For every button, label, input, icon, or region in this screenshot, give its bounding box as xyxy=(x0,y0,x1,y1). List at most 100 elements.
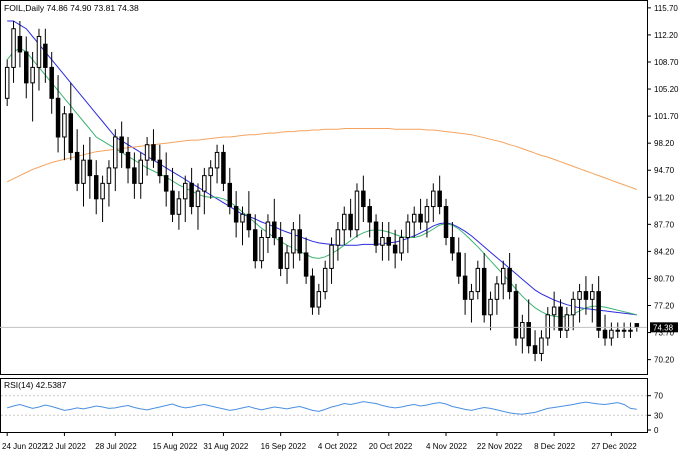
candle-body-down xyxy=(513,291,519,339)
candle-body-down xyxy=(418,213,423,223)
candle xyxy=(55,75,61,153)
candle-body-up xyxy=(195,190,201,208)
price-tick-label: 73.70 xyxy=(654,329,675,338)
candle xyxy=(272,198,277,246)
candle-body-up xyxy=(424,206,430,223)
candle-body-up xyxy=(138,159,143,184)
candle-body-up xyxy=(501,267,506,285)
candle xyxy=(252,214,258,269)
candle xyxy=(119,121,124,168)
candle-body-up xyxy=(176,198,182,215)
candle xyxy=(74,129,80,192)
candle-body-down xyxy=(68,113,74,153)
candle xyxy=(507,252,512,300)
price-tick-label: 108.70 xyxy=(654,58,679,67)
candle xyxy=(132,152,137,199)
candle xyxy=(106,160,112,207)
candle xyxy=(176,191,182,230)
candle xyxy=(157,144,163,184)
date-tick-label: 4 Oct 2022 xyxy=(318,442,358,451)
candle xyxy=(450,222,455,261)
candle xyxy=(227,167,233,215)
date-tick-label: 15 Aug 2022 xyxy=(153,442,198,451)
date-tick-label: 8 Dec 2022 xyxy=(534,442,575,451)
candle-body-down xyxy=(252,229,258,262)
candle xyxy=(615,322,620,338)
candle-body-up xyxy=(316,291,322,308)
candle-body-down xyxy=(348,213,353,231)
price-tick-label: 84.20 xyxy=(654,247,675,256)
candle xyxy=(278,222,283,277)
candle-body-up xyxy=(577,291,582,300)
candle-body-down xyxy=(386,236,392,246)
candle-body-down xyxy=(221,151,226,184)
candle-body-down xyxy=(602,329,608,339)
candle-body-up xyxy=(208,167,213,177)
date-tick-label: 20 Oct 2022 xyxy=(369,442,413,451)
candle xyxy=(62,106,67,161)
candle xyxy=(564,307,570,338)
candle-body-up xyxy=(539,337,544,354)
candle xyxy=(583,276,589,315)
candle-body-up xyxy=(30,66,35,84)
candle xyxy=(259,229,264,269)
candle xyxy=(392,229,398,269)
candle-body-up xyxy=(431,190,436,208)
candle-body-up xyxy=(284,252,290,269)
candle xyxy=(570,291,576,331)
candle-body-up xyxy=(265,221,271,238)
rsi-line xyxy=(7,401,637,415)
candle xyxy=(303,237,309,284)
candle-body-down xyxy=(17,35,23,53)
candle-body-up xyxy=(4,66,10,99)
candle-body-down xyxy=(596,291,601,331)
candle-body-down xyxy=(303,252,309,277)
candle xyxy=(405,214,411,253)
candle-body-down xyxy=(373,221,379,246)
candle-body-down xyxy=(558,306,563,331)
candle-body-up xyxy=(520,322,525,339)
candle xyxy=(367,198,372,238)
candle xyxy=(322,260,328,300)
candle xyxy=(539,330,544,362)
candle xyxy=(361,175,366,223)
candle-body-up xyxy=(354,190,360,231)
candle xyxy=(488,291,493,331)
candle-body-up xyxy=(62,113,67,138)
candle-body-down xyxy=(125,151,131,169)
candle-body-down xyxy=(278,236,283,269)
candle xyxy=(11,21,16,83)
last-price-tag: 74.38 xyxy=(650,322,678,333)
price-tick-label: 101.70 xyxy=(654,112,679,121)
ma-fast-line xyxy=(7,20,637,316)
ma-slow-line xyxy=(6,128,637,190)
main-panel: FOIL,Daily 74.86 74.90 73.81 74.38 115.7… xyxy=(0,0,679,375)
candle xyxy=(68,82,74,161)
candle xyxy=(36,28,42,91)
candle-body-down xyxy=(227,182,233,208)
candle-body-down xyxy=(456,252,461,277)
candle-body-up xyxy=(342,213,347,231)
candle xyxy=(208,160,213,199)
candle xyxy=(558,299,563,338)
candle xyxy=(609,322,614,346)
candle-body-down xyxy=(49,66,54,99)
candle xyxy=(297,214,302,261)
candle-body-down xyxy=(163,175,169,192)
candle xyxy=(469,283,474,323)
date-tick-label: 22 Nov 2022 xyxy=(477,442,523,451)
candle-body-down xyxy=(151,144,156,161)
candle-body-up xyxy=(621,329,627,332)
candle-body-up xyxy=(475,267,481,293)
date-tick-label: 4 Nov 2022 xyxy=(426,442,467,451)
candlesticks xyxy=(4,21,640,362)
candle-body-up xyxy=(291,229,296,254)
candle-body-down xyxy=(526,322,531,347)
candle xyxy=(443,198,449,246)
candle-body-up xyxy=(551,306,557,316)
candle xyxy=(214,144,220,184)
candle xyxy=(151,129,156,168)
candle xyxy=(202,167,207,215)
candle-body-down xyxy=(24,51,29,84)
